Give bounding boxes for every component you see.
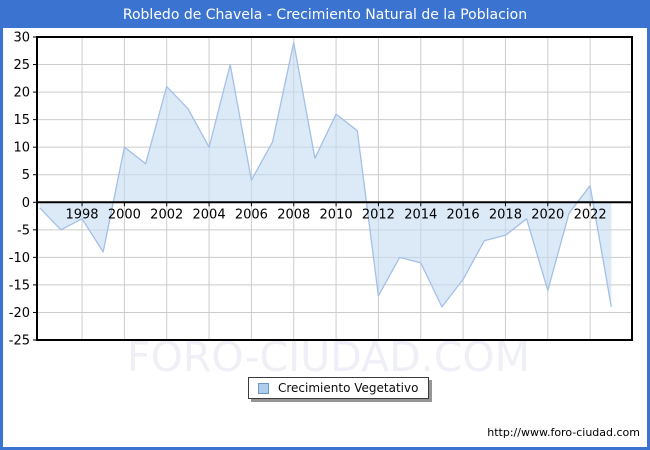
svg-text:-25: -25: [9, 334, 30, 349]
svg-text:-15: -15: [9, 278, 30, 293]
legend-box: Crecimiento Vegetativo: [248, 377, 430, 399]
page-title: Robledo de Chavela - Crecimiento Natural…: [122, 7, 528, 23]
svg-text:2006: 2006: [235, 207, 268, 222]
svg-text:0: 0: [22, 196, 30, 211]
svg-text:2014: 2014: [404, 207, 437, 222]
svg-text:5: 5: [22, 168, 30, 183]
svg-text:2020: 2020: [531, 207, 564, 222]
svg-text:1998: 1998: [65, 207, 98, 222]
title-bar: Robledo de Chavela - Crecimiento Natural…: [3, 3, 647, 28]
svg-text:2012: 2012: [362, 207, 395, 222]
plot-border: [36, 36, 633, 341]
svg-text:-10: -10: [9, 251, 30, 266]
svg-text:2000: 2000: [108, 207, 141, 222]
legend-swatch-icon: [258, 382, 269, 394]
svg-text:-5: -5: [17, 223, 30, 238]
svg-text:10: 10: [13, 141, 30, 156]
legend-label: Crecimiento Vegetativo: [278, 381, 419, 395]
svg-text:25: 25: [13, 58, 30, 73]
svg-text:2016: 2016: [447, 207, 480, 222]
area-chart: 1998 2000 2002 2004 2006 2008 2010 2012 2014 2016…: [9, 31, 633, 349]
svg-text:2004: 2004: [193, 207, 226, 222]
svg-text:20: 20: [13, 86, 30, 101]
svg-text:2022: 2022: [574, 207, 607, 222]
svg-text:2002: 2002: [150, 207, 183, 222]
svg-text:-20: -20: [9, 306, 30, 321]
svg-text:2018: 2018: [489, 207, 522, 222]
x-axis-labels: 1998 2000 2002 2004 2006 2008 2010 2012 2014 2016…: [65, 202, 607, 222]
svg-text:15: 15: [13, 113, 30, 128]
area-fill: [39, 42, 612, 307]
svg-text:30: 30: [13, 31, 30, 46]
footer-url: http://www.foro-ciudad.com: [487, 426, 640, 439]
data-line: [39, 41, 612, 308]
y-axis-labels: 30 25 20 15 10 5 0 -5 -10 -15 -20 -25: [9, 31, 37, 349]
svg-text:2008: 2008: [277, 207, 310, 222]
svg-text:2010: 2010: [320, 207, 353, 222]
